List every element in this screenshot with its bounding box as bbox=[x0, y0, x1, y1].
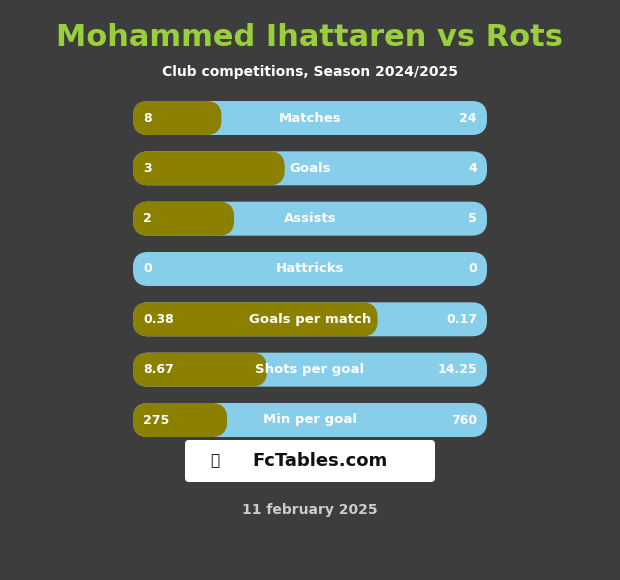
FancyBboxPatch shape bbox=[133, 101, 487, 135]
Text: FcTables.com: FcTables.com bbox=[252, 452, 388, 470]
FancyBboxPatch shape bbox=[133, 202, 487, 235]
Text: 📊: 📊 bbox=[210, 454, 219, 469]
Text: Hattricks: Hattricks bbox=[276, 263, 344, 276]
Text: Goals per match: Goals per match bbox=[249, 313, 371, 326]
Text: 14.25: 14.25 bbox=[437, 363, 477, 376]
Text: Assists: Assists bbox=[284, 212, 336, 225]
Text: 0: 0 bbox=[143, 263, 152, 276]
Text: 8: 8 bbox=[143, 111, 152, 125]
Text: 11 february 2025: 11 february 2025 bbox=[242, 503, 378, 517]
Text: Goals: Goals bbox=[289, 162, 331, 175]
Text: 4: 4 bbox=[468, 162, 477, 175]
FancyBboxPatch shape bbox=[133, 353, 487, 387]
Text: 275: 275 bbox=[143, 414, 169, 426]
FancyBboxPatch shape bbox=[133, 403, 487, 437]
Text: 760: 760 bbox=[451, 414, 477, 426]
FancyBboxPatch shape bbox=[133, 403, 227, 437]
Text: Matches: Matches bbox=[278, 111, 342, 125]
FancyBboxPatch shape bbox=[133, 151, 487, 186]
Text: 2: 2 bbox=[143, 212, 152, 225]
Text: 0.38: 0.38 bbox=[143, 313, 174, 326]
Text: 0: 0 bbox=[468, 263, 477, 276]
Text: 5: 5 bbox=[468, 212, 477, 225]
FancyBboxPatch shape bbox=[133, 252, 487, 286]
Text: Shots per goal: Shots per goal bbox=[255, 363, 365, 376]
FancyBboxPatch shape bbox=[133, 202, 234, 235]
Text: 24: 24 bbox=[459, 111, 477, 125]
Text: 3: 3 bbox=[143, 162, 152, 175]
Text: Min per goal: Min per goal bbox=[263, 414, 357, 426]
Text: 8.67: 8.67 bbox=[143, 363, 174, 376]
FancyBboxPatch shape bbox=[133, 302, 378, 336]
Text: Mohammed Ihattaren vs Rots: Mohammed Ihattaren vs Rots bbox=[56, 24, 564, 53]
Text: 0.17: 0.17 bbox=[446, 313, 477, 326]
FancyBboxPatch shape bbox=[133, 353, 267, 387]
FancyBboxPatch shape bbox=[133, 302, 487, 336]
FancyBboxPatch shape bbox=[185, 440, 435, 482]
FancyBboxPatch shape bbox=[133, 101, 221, 135]
Text: Club competitions, Season 2024/2025: Club competitions, Season 2024/2025 bbox=[162, 65, 458, 79]
FancyBboxPatch shape bbox=[133, 151, 285, 186]
